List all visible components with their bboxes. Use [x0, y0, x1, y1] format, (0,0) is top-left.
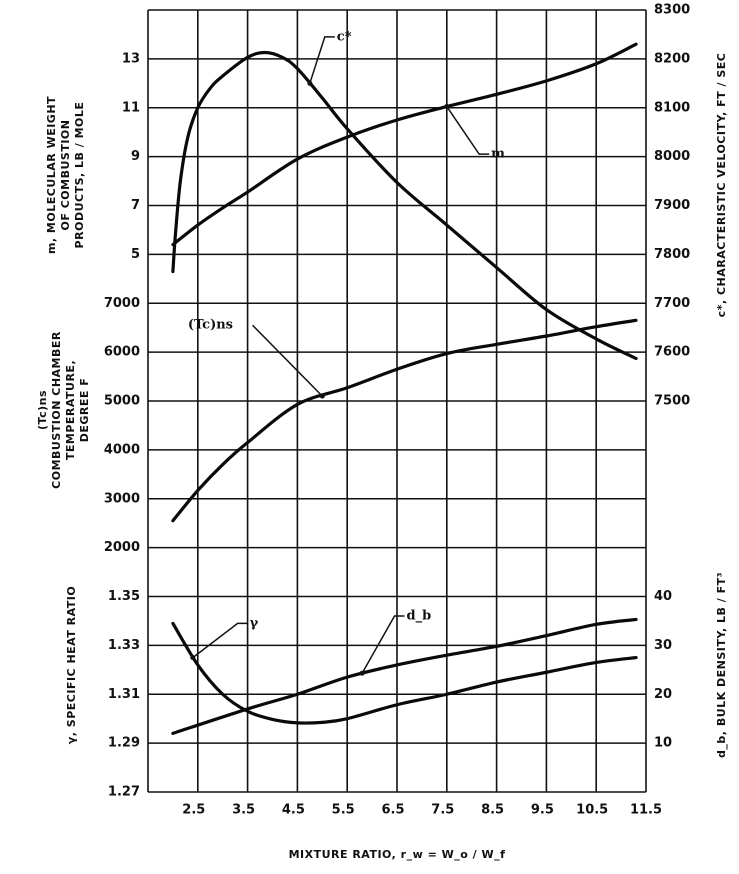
x-tick-label: 3.5 [232, 803, 255, 818]
x-tick-label: 6.5 [381, 803, 404, 818]
right-tick-label: 7900 [654, 198, 690, 213]
annotation-leader [361, 615, 405, 674]
annotation-leader [192, 622, 248, 659]
axis-titles: m, MOLECULAR WEIGHT OF COMBUSTION PRODUCTS… [36, 53, 728, 861]
left-tick-label: 9 [131, 149, 140, 164]
annotation-leader [252, 324, 323, 397]
series-label-: γ [250, 616, 259, 631]
right-tick-label: 7800 [654, 247, 690, 262]
x-tick-label: 4.5 [282, 803, 305, 818]
right-tick-label: 40 [654, 589, 672, 604]
right-tick-label: 8300 [654, 3, 690, 18]
molecular-weight-axis-title: m, MOLECULAR WEIGHT [45, 96, 58, 254]
series-label-m: m [491, 147, 505, 162]
left-tick-label: 6000 [104, 345, 140, 360]
x-axis-title: MIXTURE RATIO, r_w = W_o / W_f [289, 848, 506, 861]
curves [171, 42, 638, 735]
left-tick-label: 3000 [104, 491, 140, 506]
series-label-db: d_b [407, 609, 432, 624]
series-line-m [171, 42, 638, 247]
right-tick-label: 7700 [654, 296, 690, 311]
x-tick-label: 2.5 [182, 803, 205, 818]
left-tick-label: 2000 [104, 540, 140, 555]
annotation-arrowhead [359, 670, 365, 676]
series-line-c [171, 50, 638, 361]
left-tick-label: 1.31 [108, 687, 140, 702]
x-tick-label: 8.5 [481, 803, 504, 818]
molecular-weight-axis-title: PRODUCTS, LB / MOLE [73, 102, 86, 249]
right-tick-label: 10 [654, 736, 672, 751]
annotation-arrowhead [319, 393, 325, 399]
right-tick-label: 8100 [654, 100, 690, 115]
series-label-c: c* [337, 29, 352, 44]
grid [147, 9, 647, 793]
series-line- [171, 621, 638, 725]
left-tick-label: 7 [131, 198, 140, 213]
annotation-leader [446, 106, 490, 155]
left-tick-label: 5 [131, 247, 140, 262]
x-tick-label: 10.5 [576, 803, 608, 818]
x-tick-label: 5.5 [332, 803, 355, 818]
annotation-arrowhead [307, 80, 313, 86]
series-line-tcns [171, 318, 638, 523]
x-tick-label: 7.5 [431, 803, 454, 818]
temperature-axis-title: DEGREE F [78, 378, 91, 443]
right-tick-label: 7600 [654, 345, 690, 360]
left-tick-label: 1.33 [108, 638, 140, 653]
series-line-db [171, 617, 638, 735]
right-tick-label: 20 [654, 687, 672, 702]
molecular-weight-axis-title: OF COMBUSTION [59, 120, 72, 231]
temperature-axis-title: COMBUSTION CHAMBER [50, 331, 63, 489]
x-tick-label: 9.5 [531, 803, 554, 818]
left-tick-label: 1.29 [108, 736, 140, 751]
tick-labels: 13 11 9 7 5 7000 6000 5000 4000 3000 2000 1.35 1.33 1… [104, 3, 690, 818]
gamma-axis-title: γ, SPECIFIC HEAT RATIO [65, 586, 78, 744]
left-tick-label: 7000 [104, 296, 140, 311]
temperature-axis-title: (Tc)ns [36, 390, 49, 430]
cstar-axis-title: c*, CHARACTERISTIC VELOCITY, FT / SEC [715, 53, 728, 318]
right-tick-label: 30 [654, 638, 672, 653]
bulk-density-axis-title: d_b, BULK DENSITY, LB / FT³ [715, 572, 728, 758]
x-tick-label: 11.5 [630, 803, 662, 818]
left-tick-label: 1.27 [108, 785, 140, 800]
left-tick-label: 11 [122, 100, 140, 115]
left-tick-label: 4000 [104, 442, 140, 457]
left-tick-label: 1.35 [108, 589, 140, 604]
temperature-axis-title: TEMPERATURE, [64, 360, 77, 460]
annotation-arrowhead [444, 104, 450, 110]
left-tick-label: 5000 [104, 394, 140, 409]
right-tick-label: 8200 [654, 51, 690, 66]
left-tick-label: 13 [122, 51, 140, 66]
annotation-arrowhead [190, 655, 196, 661]
right-tick-label: 8000 [654, 149, 690, 164]
series-label-tcns: (Tc)ns [188, 318, 233, 333]
annotations: c* m (Tc)ns γ d_b [188, 29, 505, 676]
annotation-leader [309, 36, 335, 84]
right-tick-label: 7500 [654, 394, 690, 409]
